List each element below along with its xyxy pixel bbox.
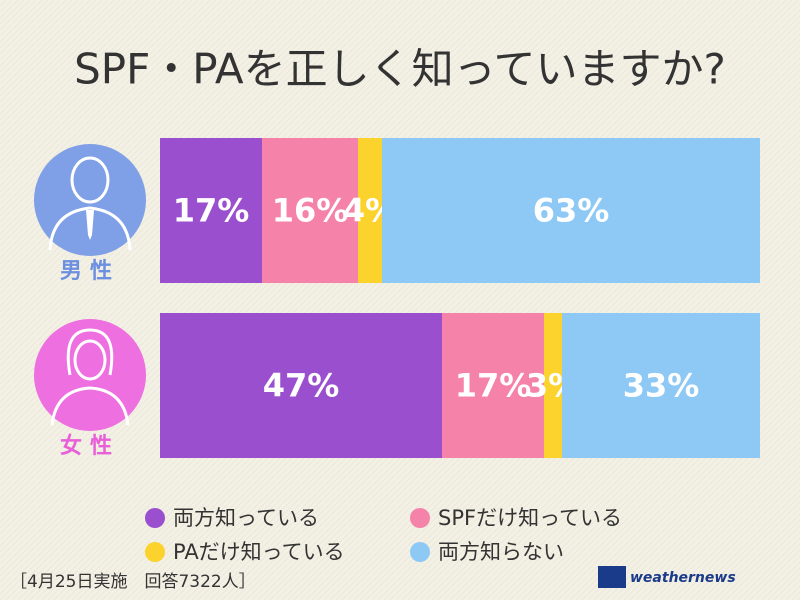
legend-swatch	[145, 542, 165, 562]
bar-segment	[358, 138, 382, 283]
bar-segment	[160, 313, 442, 458]
legend-label: 両方知っている	[173, 506, 319, 530]
value-label: 16%	[272, 192, 349, 230]
value-label: 63%	[533, 192, 610, 230]
chart-title: SPF・PAを正しく知っていますか?	[74, 45, 726, 94]
legend-swatch	[410, 508, 430, 528]
legend-swatch	[145, 508, 165, 528]
bar-segment	[562, 313, 760, 458]
legend-label: SPFだけ知っている	[438, 506, 622, 530]
bar-segment	[382, 138, 760, 283]
legend-swatch	[410, 542, 430, 562]
value-label: 17%	[173, 192, 250, 230]
logo-icon	[598, 566, 626, 588]
value-label: 33%	[623, 367, 700, 405]
legend-label: 両方知らない	[438, 540, 564, 564]
value-label: 47%	[263, 367, 340, 405]
bar-segment	[160, 138, 262, 283]
value-label: 17%	[455, 367, 532, 405]
male-icon	[34, 144, 146, 256]
category-label: 男性	[60, 259, 120, 284]
footnote: ［4月25日実施 回答7322人］	[10, 572, 256, 592]
logo: weathernews	[630, 570, 736, 586]
legend-label: PAだけ知っている	[173, 540, 345, 564]
bar-segment	[262, 138, 358, 283]
category-label: 女性	[60, 433, 120, 459]
female-icon	[34, 319, 146, 431]
bar-segment	[544, 313, 562, 458]
bar-segment	[442, 313, 544, 458]
